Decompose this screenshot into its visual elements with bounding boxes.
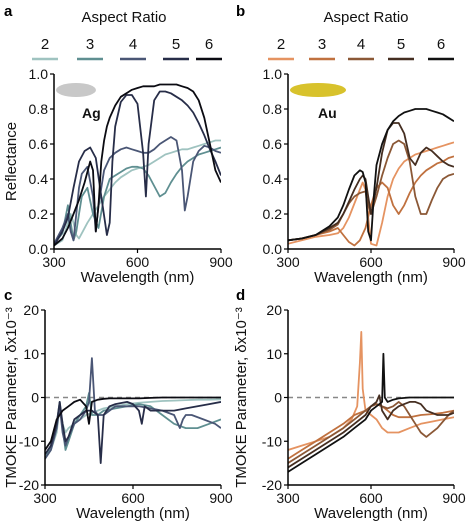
legend-label: 2 xyxy=(41,36,49,53)
y-tick-label: 0.2 xyxy=(29,206,49,222)
y-tick-label: 0.4 xyxy=(29,171,49,187)
y-axis-label: TMOKE Parameter, δx10⁻³ xyxy=(3,307,20,487)
y-tick-label: 10 xyxy=(266,346,282,362)
series-line-4 xyxy=(288,401,454,464)
series-line-6 xyxy=(54,83,221,247)
y-tick-label: 20 xyxy=(266,302,282,318)
x-tick-label: 900 xyxy=(209,490,233,506)
series-line-3 xyxy=(288,155,454,247)
panel-label: a xyxy=(4,3,13,20)
series-line-4 xyxy=(54,136,221,245)
y-tick-label: 0 xyxy=(274,390,282,406)
legend-label: 4 xyxy=(357,36,365,53)
series-line-2 xyxy=(288,331,454,451)
series-line-5 xyxy=(54,90,221,246)
legend-label: 5 xyxy=(397,36,405,53)
series-group xyxy=(45,357,221,464)
x-tick-label: 600 xyxy=(126,254,150,270)
x-tick-label: 600 xyxy=(359,490,383,506)
x-tick-label: 900 xyxy=(209,254,233,270)
x-tick-label: 300 xyxy=(276,254,300,270)
y-tick-label: 10 xyxy=(23,346,39,362)
y-axis-label: TMOKE Parameter, δx10⁻³ xyxy=(233,307,250,487)
panel-c: c -20 -10 0 10 20 300 600 900 Wavelength (nm) TMOK… xyxy=(3,287,233,522)
panel-label: d xyxy=(236,287,245,304)
series-group xyxy=(288,108,454,247)
series-line-6 xyxy=(45,396,221,451)
series-line-3 xyxy=(54,146,221,245)
x-tick-label: 600 xyxy=(359,254,383,270)
legend-label: 6 xyxy=(205,36,213,53)
y-tick-label: 0.0 xyxy=(29,241,49,257)
legend-title: Aspect Ratio xyxy=(81,9,166,26)
x-tick-label: 300 xyxy=(33,490,57,506)
y-tick-label: -10 xyxy=(262,433,282,449)
panel-label: b xyxy=(236,3,245,20)
y-tick-label: 0.2 xyxy=(263,206,283,222)
y-tick-label: 1.0 xyxy=(29,66,49,82)
x-axis-label: Wavelength (nm) xyxy=(76,505,190,522)
metal-label: Ag xyxy=(82,105,101,121)
metal-label: Au xyxy=(318,105,337,121)
legend-label: 4 xyxy=(129,36,137,53)
panel-label: c xyxy=(4,287,12,304)
legend-label: 3 xyxy=(86,36,94,53)
x-tick-label: 600 xyxy=(121,490,145,506)
series-line-6 xyxy=(288,108,454,242)
series-line-5 xyxy=(288,394,454,469)
series-group xyxy=(54,83,221,247)
panel-b: b Aspect Ratio 2 3 4 5 6 0.0 0.2 0.4 0.6 0.8 1.0 300 6… xyxy=(236,3,466,286)
legend-title: Aspect Ratio xyxy=(323,9,408,26)
series-line-5 xyxy=(288,122,454,242)
series-group xyxy=(288,331,454,473)
x-tick-label: 300 xyxy=(276,490,300,506)
y-tick-label: 0.6 xyxy=(29,136,49,152)
y-tick-label: 0.6 xyxy=(263,136,283,152)
y-tick-label: -20 xyxy=(262,477,282,493)
y-tick-label: 20 xyxy=(23,302,39,318)
series-line-5 xyxy=(45,401,221,464)
legend-label: 2 xyxy=(277,36,285,53)
x-axis-label: Wavelength (nm) xyxy=(314,505,428,522)
series-line-4 xyxy=(45,357,221,460)
x-tick-label: 900 xyxy=(442,254,466,270)
y-tick-label: 0.4 xyxy=(263,171,283,187)
nanorod-particle-icon xyxy=(56,83,96,97)
legend-label: 5 xyxy=(172,36,180,53)
y-tick-label: 0.8 xyxy=(29,101,49,117)
x-axis-label: Wavelength (nm) xyxy=(81,269,195,286)
y-tick-label: 0.8 xyxy=(263,101,283,117)
x-tick-label: 300 xyxy=(42,254,66,270)
panel-d: d -20 -10 0 10 20 300 600 900 Wavelength (nm) TMOK… xyxy=(233,287,466,522)
x-tick-label: 900 xyxy=(442,490,466,506)
nanorod-particle-icon xyxy=(290,83,346,97)
series-line-6 xyxy=(288,352,454,473)
y-tick-label: 1.0 xyxy=(263,66,283,82)
panel-a: a Aspect Ratio 2 3 4 5 6 0.0 0.2 0.4 0.6 0.8 1.0 300 6… xyxy=(3,3,233,286)
y-tick-label: 0 xyxy=(31,390,39,406)
legend-label: 6 xyxy=(437,36,445,53)
series-line-4 xyxy=(288,139,454,242)
y-tick-label: 0.0 xyxy=(263,241,283,257)
y-tick-label: -10 xyxy=(19,433,39,449)
legend-label: 3 xyxy=(318,36,326,53)
y-axis-label: Reflectance xyxy=(3,122,20,201)
x-axis-label: Wavelength (nm) xyxy=(314,269,428,286)
series-line-2 xyxy=(54,139,221,247)
y-tick-label: -20 xyxy=(19,477,39,493)
